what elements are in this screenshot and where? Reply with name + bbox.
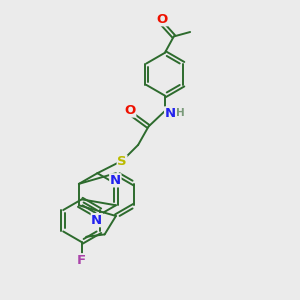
Text: N: N <box>110 174 121 187</box>
Text: O: O <box>124 104 136 117</box>
Text: O: O <box>156 13 167 26</box>
Text: N: N <box>91 214 102 226</box>
Text: H: H <box>176 108 185 118</box>
Text: N: N <box>165 107 176 120</box>
Text: F: F <box>77 254 86 267</box>
Text: S: S <box>117 155 127 168</box>
